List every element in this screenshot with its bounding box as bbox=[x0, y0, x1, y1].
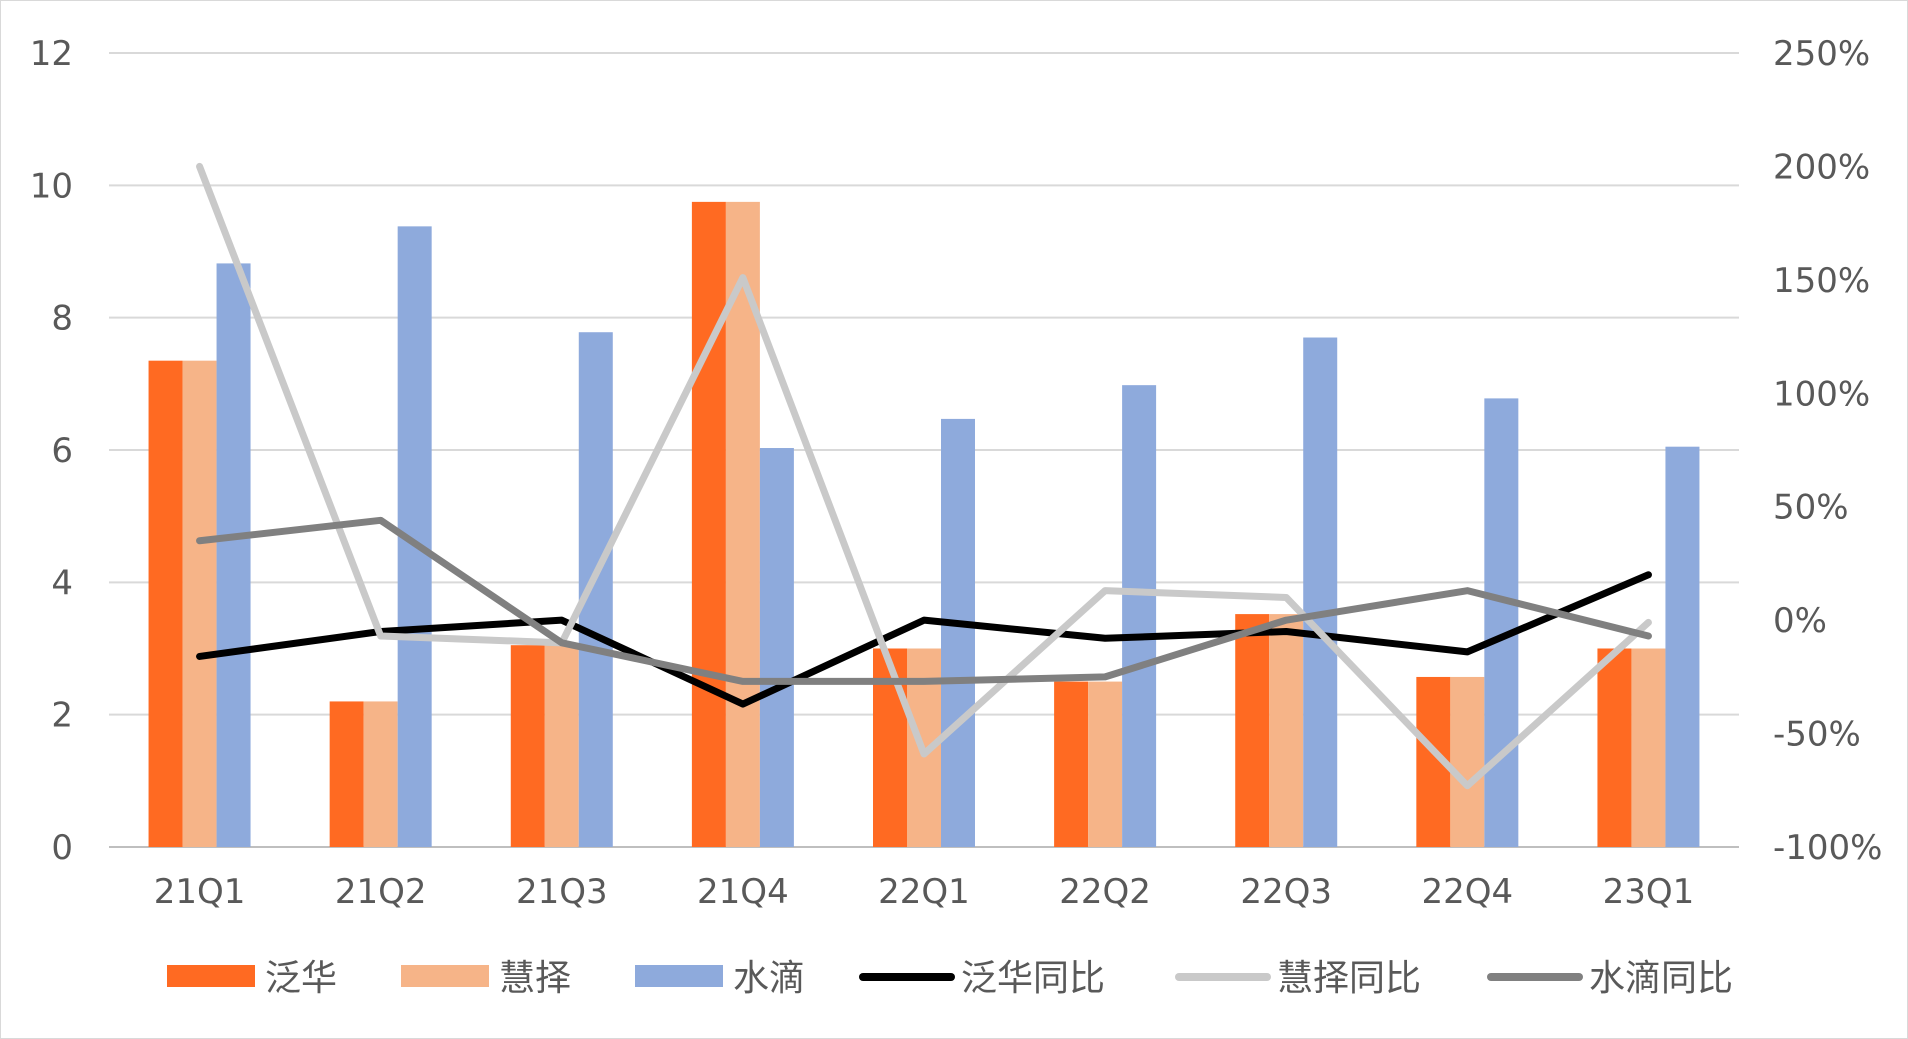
y2-tick-label: 200% bbox=[1773, 147, 1870, 187]
bar bbox=[941, 418, 975, 847]
y-tick-label: 0 bbox=[51, 828, 73, 868]
y-tick-label: 8 bbox=[51, 299, 73, 339]
bar bbox=[1088, 681, 1123, 847]
bar bbox=[759, 448, 794, 847]
x-tick-label: 22Q3 bbox=[1240, 872, 1332, 912]
x-tick-label: 23Q1 bbox=[1603, 872, 1695, 912]
y2-tick-label: 150% bbox=[1773, 261, 1870, 301]
bar bbox=[1484, 398, 1519, 847]
series-line bbox=[196, 571, 1652, 708]
x-tick-label: 21Q3 bbox=[516, 872, 608, 912]
x-axis-ticks: 21Q1 21Q2 21Q3 21Q4 22Q1 22Q2 22Q3 22Q4 23Q1 bbox=[154, 872, 1695, 912]
y2-tick-label: -100% bbox=[1773, 828, 1882, 868]
bar bbox=[1631, 648, 1666, 847]
right-axis-ticks: -100% -50% 0% 50% 100% 150% 200% 250% bbox=[1773, 34, 1882, 868]
legend-label: 泛华同比 bbox=[961, 958, 1105, 999]
bar bbox=[182, 360, 217, 847]
bar bbox=[1054, 681, 1089, 847]
y-tick-label: 4 bbox=[51, 563, 73, 603]
bar bbox=[1450, 676, 1485, 847]
bar bbox=[1665, 446, 1700, 847]
legend: 泛华 慧择 水滴 泛华同比 慧择同比 水滴同比 bbox=[167, 958, 1733, 999]
x-tick-label: 22Q1 bbox=[878, 872, 970, 912]
bar bbox=[1269, 614, 1304, 847]
x-tick-label: 22Q4 bbox=[1421, 872, 1513, 912]
y2-tick-label: 100% bbox=[1773, 374, 1870, 414]
bar bbox=[329, 701, 364, 847]
y-tick-label: 6 bbox=[51, 431, 73, 471]
y2-tick-label: 0% bbox=[1773, 601, 1827, 641]
x-tick-label: 22Q2 bbox=[1059, 872, 1151, 912]
x-tick-label: 21Q4 bbox=[697, 872, 789, 912]
bar bbox=[510, 645, 545, 847]
legend-label: 泛华 bbox=[265, 958, 337, 999]
bar bbox=[363, 701, 398, 847]
bar bbox=[1597, 648, 1632, 847]
y-tick-label: 2 bbox=[51, 696, 73, 736]
legend-label: 慧择同比 bbox=[1277, 958, 1421, 999]
legend-label: 水滴同比 bbox=[1589, 958, 1733, 999]
series-line bbox=[196, 162, 1652, 790]
legend-swatch bbox=[167, 965, 255, 987]
y-tick-label: 10 bbox=[30, 166, 73, 206]
bar bbox=[544, 645, 579, 847]
series-line bbox=[196, 516, 1652, 685]
legend-swatch bbox=[635, 965, 723, 987]
lines bbox=[196, 162, 1652, 790]
bar bbox=[216, 263, 251, 847]
legend-label: 慧择 bbox=[499, 958, 571, 999]
legend-label: 水滴 bbox=[733, 958, 805, 999]
y2-tick-label: -50% bbox=[1773, 715, 1861, 755]
x-tick-label: 21Q1 bbox=[154, 872, 246, 912]
bar bbox=[148, 360, 183, 847]
y-tick-label: 12 bbox=[30, 34, 73, 74]
x-tick-label: 21Q2 bbox=[335, 872, 427, 912]
bar bbox=[1235, 614, 1270, 847]
y2-tick-label: 250% bbox=[1773, 34, 1870, 74]
bar bbox=[578, 332, 613, 847]
left-axis-ticks: 0 2 4 6 8 10 12 bbox=[30, 34, 73, 868]
bar bbox=[691, 201, 726, 847]
bars bbox=[148, 201, 1700, 847]
legend-swatch bbox=[401, 965, 489, 987]
y2-tick-label: 50% bbox=[1773, 488, 1849, 528]
bar bbox=[1122, 385, 1157, 847]
bar bbox=[1303, 337, 1338, 847]
